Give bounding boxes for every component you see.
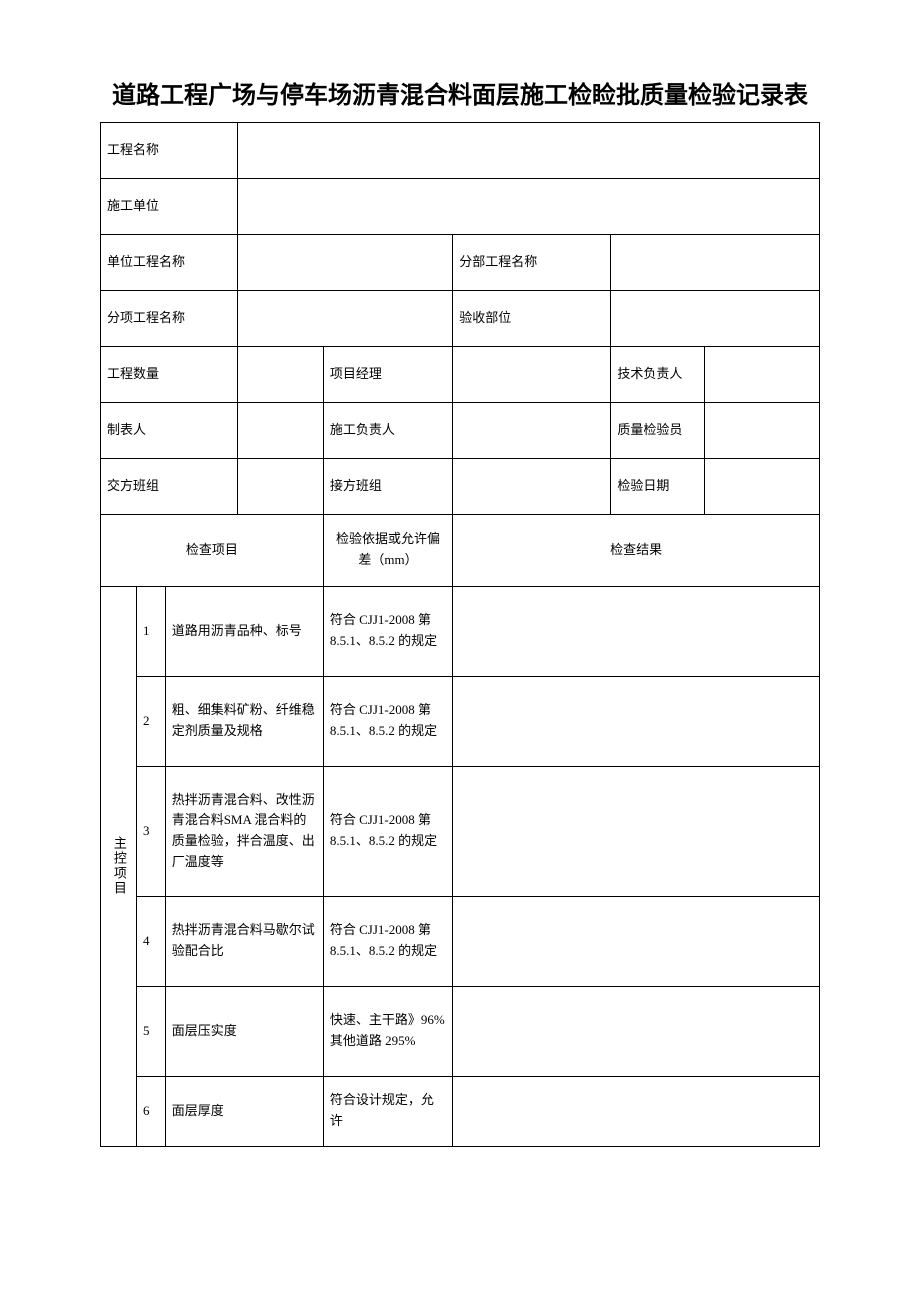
value-acceptance-part [611,290,820,346]
value-tech-leader [704,346,819,402]
value-project-name [237,122,819,178]
item-no-4: 4 [136,896,165,986]
label-handover-team: 交方班组 [101,458,238,514]
value-preparer [237,402,323,458]
item-name-1: 道路用沥青品种、标号 [165,586,323,676]
item-basis-2: 符合 CJJ1-2008 第8.5.1、8.5.2 的规定 [323,676,452,766]
label-main-control: 主控项目 [101,586,137,1146]
item-result-2 [453,676,820,766]
item-name-6: 面层厚度 [165,1076,323,1146]
inspection-record-table: 工程名称 施工单位 单位工程名称 分部工程名称 分项工程名称 验收部位 工程数量… [100,122,820,1147]
item-no-5: 5 [136,986,165,1076]
item-basis-5: 快速、主干路》96% 其他道路 295% [323,986,452,1076]
label-sub-project-name: 分部工程名称 [453,234,611,290]
item-no-6: 6 [136,1076,165,1146]
item-basis-6: 符合设计规定，允许 [323,1076,452,1146]
item-result-1 [453,586,820,676]
label-unit-project-name: 单位工程名称 [101,234,238,290]
header-inspection-item: 检查项目 [101,514,324,586]
label-project-name: 工程名称 [101,122,238,178]
value-quality-inspector [704,402,819,458]
item-result-5 [453,986,820,1076]
value-unit-project-name [237,234,453,290]
label-receiving-team: 接方班组 [323,458,452,514]
item-result-3 [453,766,820,896]
item-name-2: 粗、细集料矿粉、纤维稳定剂质量及规格 [165,676,323,766]
item-no-2: 2 [136,676,165,766]
value-construction-leader [453,402,611,458]
label-construction-leader: 施工负责人 [323,402,452,458]
item-no-1: 1 [136,586,165,676]
item-basis-4: 符合 CJJ1-2008 第8.5.1、8.5.2 的规定 [323,896,452,986]
value-project-quantity [237,346,323,402]
value-construction-unit [237,178,819,234]
value-receiving-team [453,458,611,514]
header-inspection-basis: 检验依据或允许偏差（mm） [323,514,452,586]
header-inspection-result: 检查结果 [453,514,820,586]
value-project-manager [453,346,611,402]
item-basis-1: 符合 CJJ1-2008 第8.5.1、8.5.2 的规定 [323,586,452,676]
label-project-manager: 项目经理 [323,346,452,402]
item-basis-3: 符合 CJJ1-2008 第8.5.1、8.5.2 的规定 [323,766,452,896]
label-acceptance-part: 验收部位 [453,290,611,346]
label-item-project-name: 分项工程名称 [101,290,238,346]
label-quality-inspector: 质量检验员 [611,402,704,458]
page-title: 道路工程广场与停车场沥青混合料面层施工检睑批质量检验记录表 [100,80,820,114]
label-construction-unit: 施工单位 [101,178,238,234]
value-handover-team [237,458,323,514]
item-result-4 [453,896,820,986]
item-result-6 [453,1076,820,1146]
value-sub-project-name [611,234,820,290]
item-name-3: 热拌沥青混合料、改性沥青混合料SMA 混合料的质量检验，拌合温度、出厂温度等 [165,766,323,896]
item-name-4: 热拌沥青混合料马歇尔试验配合比 [165,896,323,986]
value-item-project-name [237,290,453,346]
label-inspection-date: 检验日期 [611,458,704,514]
value-inspection-date [704,458,819,514]
item-name-5: 面层压实度 [165,986,323,1076]
label-tech-leader: 技术负责人 [611,346,704,402]
label-project-quantity: 工程数量 [101,346,238,402]
item-no-3: 3 [136,766,165,896]
label-preparer: 制表人 [101,402,238,458]
